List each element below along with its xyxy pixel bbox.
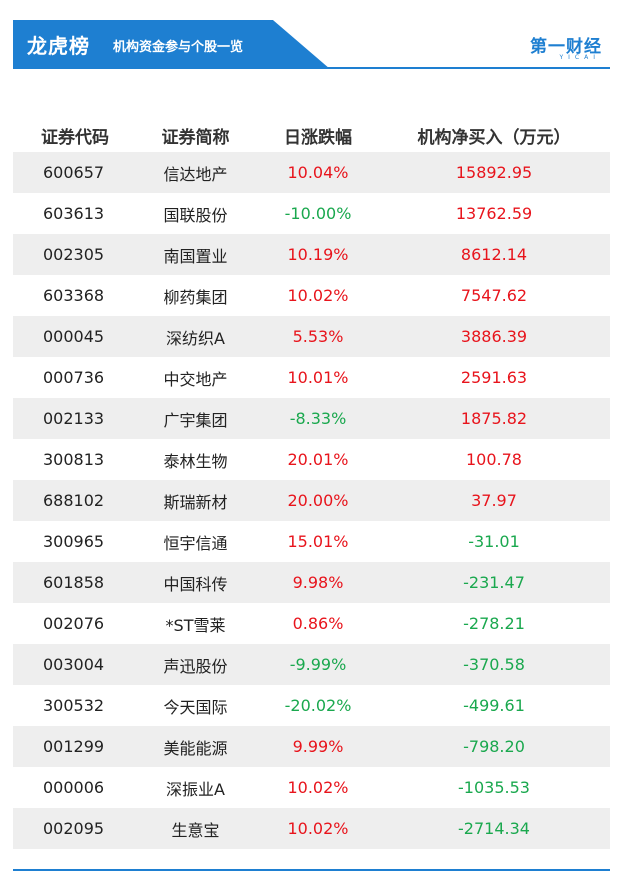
cell-change: 10.02% [287,286,349,305]
cell-code: 300965 [43,532,105,551]
page-title: 龙虎榜 [27,34,90,58]
cell-name: 信达地产 [163,164,228,184]
table-row: 002095 生意宝 10.02% -2714.34 [13,808,610,849]
cell-net-buy: 13762.59 [455,204,533,223]
cell-code: 002076 [43,614,105,633]
header-banner: 龙虎榜 机构资金参与个股一览 第一财经 YICAI [13,20,610,69]
table-row: 003004 声迅股份 -9.99% -370.58 [13,644,610,685]
cell-change: 15.01% [287,532,349,551]
cell-net-buy: -499.61 [463,696,525,715]
cell-code: 002095 [43,819,105,838]
cell-net-buy: -2714.34 [458,819,530,838]
header-net-buy: 机构净买入（万元） [417,127,571,148]
table-row: 300532 今天国际 -20.02% -499.61 [13,685,610,726]
cell-change: 10.02% [287,819,349,838]
cell-name: *ST雪莱 [165,615,226,635]
cell-change: -9.99% [289,655,347,674]
cell-code: 603613 [43,204,105,223]
table-row: 300813 泰林生物 20.01% 100.78 [13,439,610,480]
table-row: 002133 广宇集团 -8.33% 1875.82 [13,398,610,439]
yicai-logo: 第一财经 YICAI [522,32,602,64]
cell-name: 生意宝 [171,820,220,840]
cell-net-buy: -1035.53 [458,778,530,797]
cell-change: 10.01% [287,368,349,387]
footer-divider [13,869,610,871]
cell-net-buy: -798.20 [463,737,525,756]
header-name: 证券简称 [161,127,230,148]
banner-tab: 龙虎榜 机构资金参与个股一览 [13,20,330,69]
cell-name: 斯瑞新材 [163,492,228,512]
cell-net-buy: 3886.39 [460,327,528,346]
cell-code: 001299 [43,737,105,756]
cell-name: 国联股份 [163,205,228,225]
cell-name: 南国置业 [163,246,228,266]
cell-code: 002133 [43,409,105,428]
cell-change: 20.00% [287,491,349,510]
cell-code: 601858 [43,573,105,592]
cell-change: 9.98% [292,573,344,592]
cell-change: -8.33% [289,409,347,428]
cell-net-buy: -31.01 [468,532,520,551]
cell-net-buy: 37.97 [471,491,517,510]
cell-change: 5.53% [292,327,344,346]
cell-net-buy: 8612.14 [460,245,528,264]
cell-code: 300532 [43,696,105,715]
table-row: 601858 中国科传 9.98% -231.47 [13,562,610,603]
cell-change: 20.01% [287,450,349,469]
cell-change: 9.99% [292,737,344,756]
logo-text: 第一财经 [530,37,602,57]
header-change: 日涨跌幅 [284,127,352,148]
table-header: 证券代码 证券简称 日涨跌幅 机构净买入（万元） [13,118,610,152]
table-row: 300965 恒宇信通 15.01% -31.01 [13,521,610,562]
cell-name: 泰林生物 [163,451,228,471]
table-row: 603368 柳药集团 10.02% 7547.62 [13,275,610,316]
cell-name: 中交地产 [163,369,228,389]
table-row: 001299 美能能源 9.99% -798.20 [13,726,610,767]
cell-name: 深纺织A [166,328,225,348]
cell-code: 000045 [43,327,105,346]
cell-code: 688102 [43,491,105,510]
cell-net-buy: -278.21 [463,614,525,633]
cell-change: -20.02% [284,696,352,715]
cell-net-buy: 2591.63 [460,368,528,387]
table-row: 002305 南国置业 10.19% 8612.14 [13,234,610,275]
table-row: 603613 国联股份 -10.00% 13762.59 [13,193,610,234]
cell-code: 002305 [43,245,105,264]
cell-code: 600657 [43,163,105,182]
cell-change: 10.19% [287,245,349,264]
cell-code: 003004 [43,655,105,674]
header-code: 证券代码 [41,127,109,148]
table-row: 000006 深振业A 10.02% -1035.53 [13,767,610,808]
cell-change: 10.04% [287,163,349,182]
cell-net-buy: 15892.95 [455,163,533,182]
table-body: 600657 信达地产 10.04% 15892.95 603613 国联股份 -10.00… [13,152,610,849]
cell-name: 声迅股份 [163,656,228,676]
table-row: 000045 深纺织A 5.53% 3886.39 [13,316,610,357]
cell-net-buy: 1875.82 [460,409,528,428]
cell-name: 深振业A [166,779,225,799]
cell-name: 广宇集团 [163,410,228,430]
cell-change: -10.00% [284,204,352,223]
cell-net-buy: 100.78 [466,450,522,469]
cell-net-buy: -231.47 [463,573,525,592]
page-subtitle: 机构资金参与个股一览 [113,40,244,55]
cell-change: 0.86% [292,614,344,633]
cell-code: 300813 [43,450,105,469]
cell-name: 今天国际 [163,697,228,717]
table-row: 688102 斯瑞新材 20.00% 37.97 [13,480,610,521]
cell-name: 柳药集团 [163,287,228,307]
logo-subtext: YICAI [559,54,600,61]
cell-code: 000006 [43,778,105,797]
cell-change: 10.02% [287,778,349,797]
cell-code: 603368 [43,286,105,305]
cell-code: 000736 [43,368,105,387]
cell-name: 中国科传 [163,574,228,594]
table-row: 600657 信达地产 10.04% 15892.95 [13,152,610,193]
cell-net-buy: 7547.62 [460,286,528,305]
cell-net-buy: -370.58 [463,655,525,674]
table-row: 000736 中交地产 10.01% 2591.63 [13,357,610,398]
table-row: 002076 *ST雪莱 0.86% -278.21 [13,603,610,644]
cell-name: 恒宇信通 [163,533,228,553]
cell-name: 美能能源 [163,738,228,758]
